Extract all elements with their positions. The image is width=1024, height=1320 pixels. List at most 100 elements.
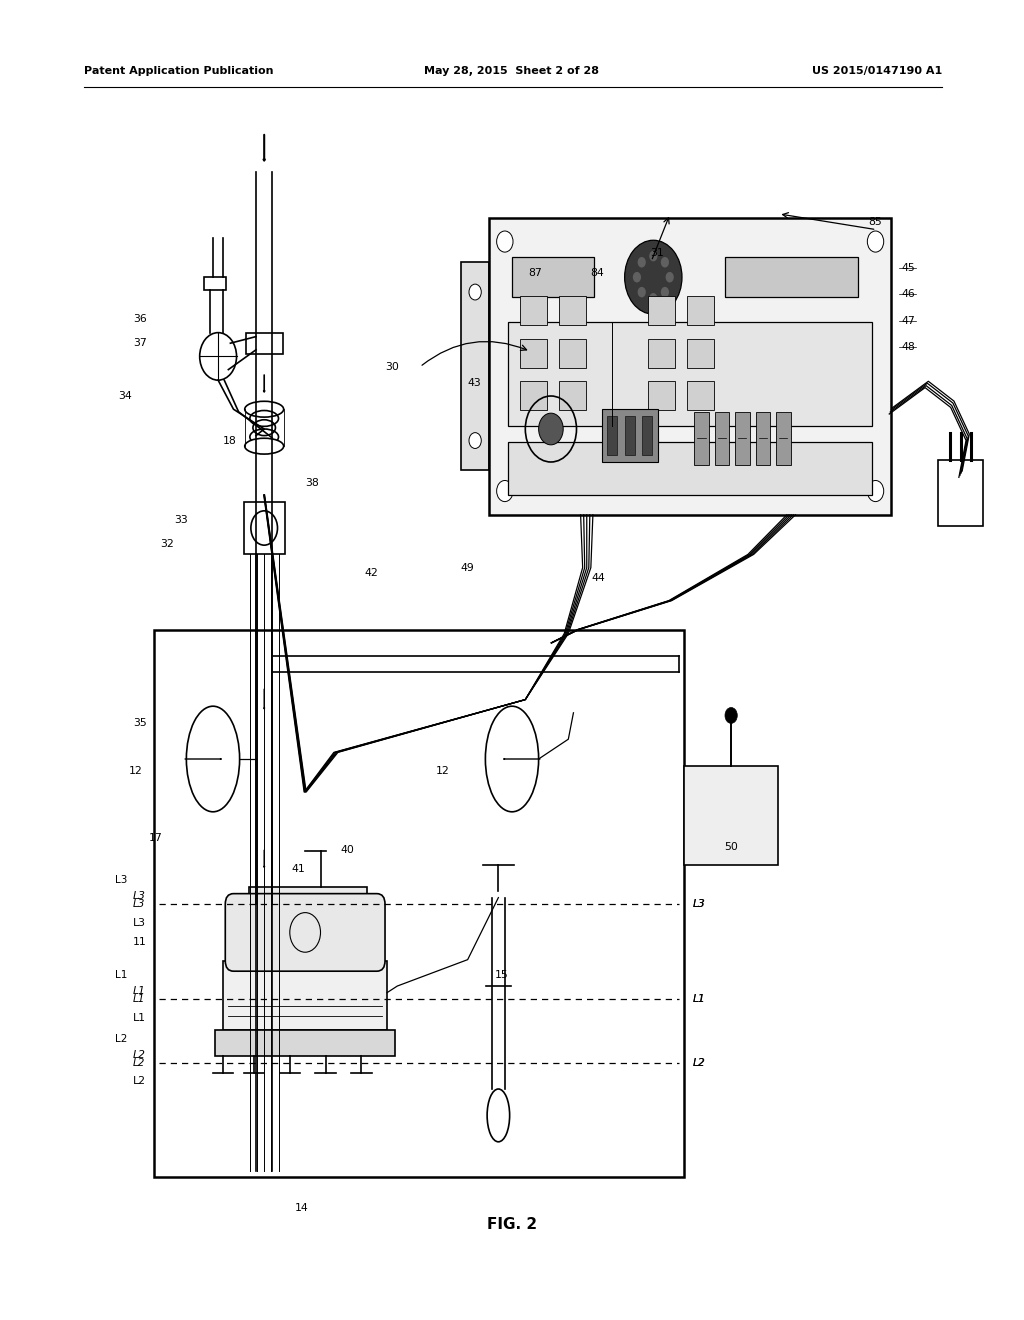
Text: 17: 17 xyxy=(148,833,162,843)
Bar xyxy=(489,218,891,515)
Circle shape xyxy=(660,286,669,297)
Bar xyxy=(648,296,675,325)
Text: 11: 11 xyxy=(133,937,146,948)
Bar xyxy=(602,409,658,462)
Bar xyxy=(687,338,714,367)
Text: 84: 84 xyxy=(590,268,603,279)
Bar xyxy=(223,961,387,1030)
Circle shape xyxy=(469,284,481,300)
Bar xyxy=(607,416,617,455)
Text: 40: 40 xyxy=(340,845,354,855)
Text: 46: 46 xyxy=(901,289,914,300)
Text: 41: 41 xyxy=(292,863,305,874)
Text: L2: L2 xyxy=(115,1034,127,1044)
Text: 12: 12 xyxy=(129,766,142,776)
Bar xyxy=(204,277,226,290)
Text: L1: L1 xyxy=(133,986,146,997)
Circle shape xyxy=(625,240,682,314)
Bar xyxy=(520,338,547,367)
Bar xyxy=(776,412,791,465)
Text: US 2015/0147190 A1: US 2015/0147190 A1 xyxy=(812,66,942,75)
Bar xyxy=(559,338,586,367)
Text: L3: L3 xyxy=(133,891,146,902)
Circle shape xyxy=(638,286,646,297)
Text: 42: 42 xyxy=(365,568,378,578)
Circle shape xyxy=(725,708,737,723)
Circle shape xyxy=(469,433,481,449)
Bar xyxy=(684,766,778,865)
Bar xyxy=(648,338,675,367)
Text: FIG. 2: FIG. 2 xyxy=(487,1217,537,1233)
Bar xyxy=(244,502,285,554)
Text: L3: L3 xyxy=(692,899,706,909)
FancyBboxPatch shape xyxy=(225,894,385,972)
Text: L1: L1 xyxy=(692,994,705,1005)
Text: 37: 37 xyxy=(133,338,146,348)
Text: 35: 35 xyxy=(133,718,146,729)
Bar xyxy=(694,412,709,465)
Text: 12: 12 xyxy=(436,766,450,776)
Circle shape xyxy=(867,231,884,252)
Text: L2: L2 xyxy=(133,1049,146,1060)
Text: 43: 43 xyxy=(467,378,480,388)
Bar xyxy=(687,296,714,325)
Text: 47: 47 xyxy=(901,315,914,326)
Text: Patent Application Publication: Patent Application Publication xyxy=(84,66,273,75)
Bar xyxy=(461,263,489,470)
Bar xyxy=(559,380,586,409)
Text: L2: L2 xyxy=(692,1057,705,1068)
Text: L2: L2 xyxy=(133,1057,145,1068)
Text: 15: 15 xyxy=(495,970,509,981)
Text: 18: 18 xyxy=(223,436,237,446)
Ellipse shape xyxy=(245,438,284,454)
Text: L3: L3 xyxy=(133,899,145,909)
Text: 31: 31 xyxy=(650,248,664,259)
Text: L2: L2 xyxy=(692,1057,706,1068)
Bar xyxy=(215,1030,395,1056)
Bar xyxy=(512,257,594,297)
Bar xyxy=(715,412,729,465)
Circle shape xyxy=(633,272,641,282)
Text: 34: 34 xyxy=(118,391,131,401)
Bar xyxy=(735,412,750,465)
Text: 30: 30 xyxy=(385,362,399,372)
Circle shape xyxy=(257,895,271,913)
Circle shape xyxy=(666,272,674,282)
Bar xyxy=(756,412,770,465)
Text: 49: 49 xyxy=(461,562,474,573)
Circle shape xyxy=(867,480,884,502)
Text: 38: 38 xyxy=(305,478,318,488)
Bar xyxy=(938,459,983,525)
Circle shape xyxy=(497,480,513,502)
Bar xyxy=(508,441,872,495)
Ellipse shape xyxy=(245,401,284,417)
Text: L1: L1 xyxy=(133,1012,146,1023)
Text: 48: 48 xyxy=(901,342,914,352)
Text: 32: 32 xyxy=(160,539,173,549)
Bar xyxy=(725,257,858,297)
Text: L2: L2 xyxy=(133,1076,146,1086)
Text: 36: 36 xyxy=(133,314,146,325)
Circle shape xyxy=(649,293,657,304)
Circle shape xyxy=(638,257,646,268)
Bar xyxy=(642,416,652,455)
Circle shape xyxy=(660,257,669,268)
Text: L3: L3 xyxy=(115,875,127,886)
Text: 87: 87 xyxy=(528,268,542,279)
Bar xyxy=(508,322,872,425)
Bar xyxy=(687,380,714,409)
Text: 45: 45 xyxy=(901,263,914,273)
Text: L1: L1 xyxy=(692,994,706,1005)
Text: 44: 44 xyxy=(592,573,605,583)
Text: May 28, 2015  Sheet 2 of 28: May 28, 2015 Sheet 2 of 28 xyxy=(425,66,599,75)
Text: 14: 14 xyxy=(295,1203,309,1213)
Text: 33: 33 xyxy=(174,515,187,525)
Text: 85: 85 xyxy=(868,216,882,227)
Text: L3: L3 xyxy=(692,899,705,909)
Bar xyxy=(625,416,635,455)
Circle shape xyxy=(325,895,339,913)
Circle shape xyxy=(539,413,563,445)
Bar xyxy=(154,630,684,1177)
Text: L1: L1 xyxy=(133,994,145,1005)
Bar xyxy=(520,380,547,409)
